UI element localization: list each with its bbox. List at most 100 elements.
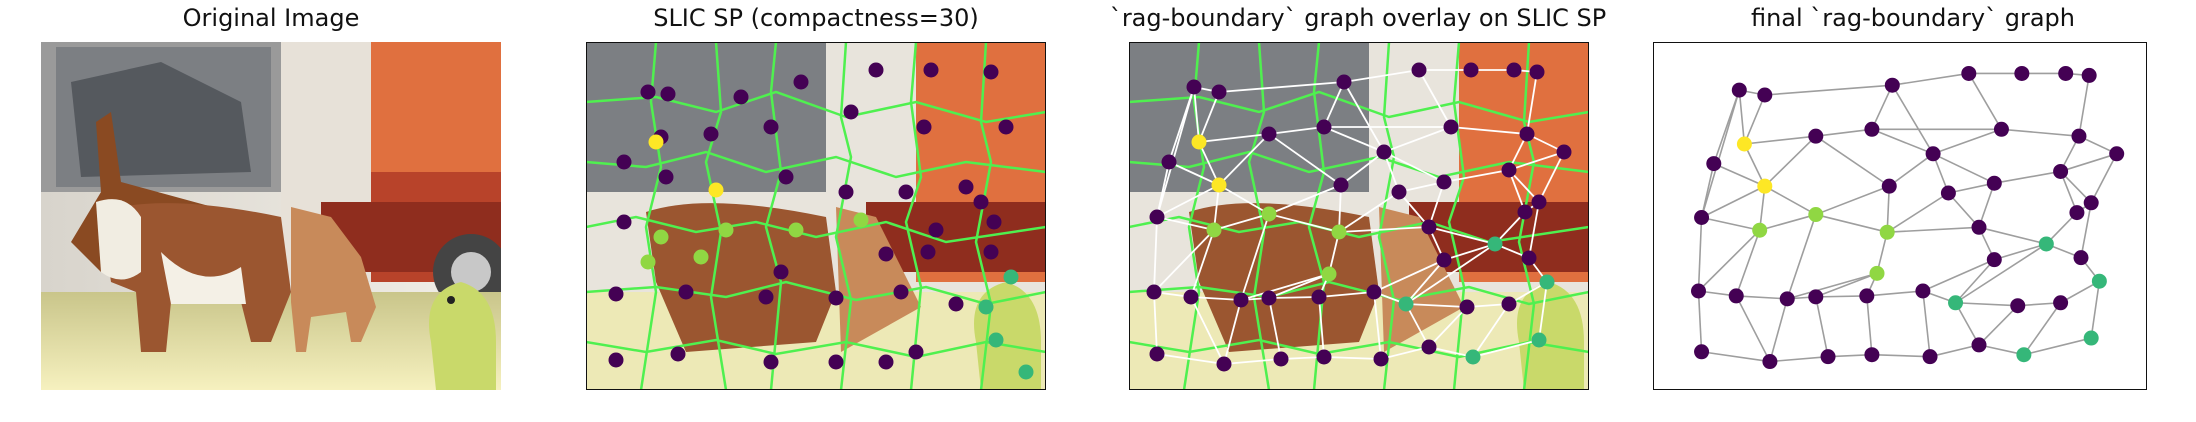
overlay-graph-node	[1443, 119, 1459, 135]
overlay-graph-nodes	[1146, 62, 1572, 372]
overlay-graph-edge	[1538, 281, 1548, 341]
final-graph-edge	[2060, 153, 2117, 173]
final-graph-edge	[1948, 182, 1995, 194]
superpixel-centroid	[773, 264, 789, 280]
overlay-graph-edge	[1528, 201, 1540, 259]
overlay-panel-frame	[1129, 42, 1589, 390]
final-graph-node	[1694, 210, 1710, 225]
overlay-graph-edge	[1213, 184, 1220, 231]
final-graph-node	[1808, 128, 1824, 144]
final-graph-node	[1971, 337, 1987, 353]
final-graph-node	[1808, 207, 1824, 223]
overlay-graph-edge	[1153, 291, 1158, 355]
overlay-graph-edge	[1168, 161, 1220, 186]
overlay-graph-edge	[1323, 126, 1385, 153]
final-graph-node	[1762, 354, 1778, 370]
overlay-graph-edge	[1268, 133, 1342, 186]
final-graph-node	[1971, 219, 1987, 235]
final-graph-edge	[1815, 295, 1867, 298]
final-graph-edge	[1738, 90, 1746, 145]
final-graph-edge	[1922, 290, 1931, 357]
overlay-graph-edge	[1398, 181, 1445, 193]
overlay-graph-edge	[1198, 91, 1220, 143]
superpixel-centroid	[853, 212, 869, 228]
final-graph-node	[1779, 291, 1795, 307]
overlay-graph-node	[1459, 299, 1475, 315]
final-graph-node	[2083, 195, 2099, 211]
superpixel-centroid	[648, 134, 664, 150]
overlay-graph-node	[1273, 351, 1289, 367]
overlay-graph-edge	[1156, 86, 1195, 218]
superpixel-centroid	[660, 86, 676, 102]
overlay-graph-node	[1331, 224, 1347, 240]
final-graph-edge	[1886, 192, 1949, 233]
final-graph-edge	[1815, 128, 1872, 137]
final-graph-edge	[1954, 302, 1980, 346]
overlay-graph-node	[1211, 84, 1227, 100]
superpixel-centroid	[1018, 364, 1034, 380]
overlay-graph-node	[1186, 79, 1202, 95]
title-original-image: Original Image	[182, 4, 360, 32]
overlay-graph-node	[1261, 126, 1277, 142]
final-graph-edge	[1922, 258, 1995, 292]
final-graph-node	[1757, 87, 1773, 103]
overlay-graph-node	[1373, 351, 1389, 367]
superpixel-centroid	[916, 119, 932, 135]
overlay-graph-edge	[1240, 213, 1270, 301]
final-graph-edge	[1871, 353, 1931, 358]
superpixel-centroid	[893, 284, 909, 300]
superpixel-centroid	[1003, 269, 1019, 285]
overlay-graph-node	[1411, 62, 1427, 78]
final-graph-edge	[1871, 84, 1894, 130]
final-graph-edge	[1815, 213, 1888, 233]
final-graph-edge	[1978, 226, 2047, 245]
slic-superpixel-image	[586, 42, 1046, 390]
overlay-graph-edge	[1383, 151, 1445, 183]
overlay-graph-node	[1465, 349, 1481, 365]
superpixel-centroid	[983, 64, 999, 80]
final-graph-edge	[1786, 214, 1817, 300]
superpixel-centroid	[670, 346, 686, 362]
final-graph-edge	[1769, 298, 1789, 362]
superpixel-centroid	[718, 222, 734, 238]
overlay-graph-edge	[1153, 216, 1158, 293]
superpixel-centroid	[878, 246, 894, 262]
final-graph-edge	[2080, 202, 2092, 258]
overlay-graph-edge	[1190, 229, 1215, 298]
superpixel-centroid	[986, 214, 1002, 230]
superpixel-centroid	[616, 154, 632, 170]
final-graph-node	[2016, 347, 2032, 363]
overlay-graph-node	[1529, 64, 1545, 80]
superpixel-centroid	[828, 290, 844, 306]
superpixel-boundaries	[586, 42, 1046, 390]
superpixel-centroid	[988, 332, 1004, 348]
overlay-graph-node	[1206, 222, 1222, 238]
final-graph-edge	[1697, 290, 1703, 352]
final-graph-node	[2053, 163, 2069, 179]
final-graph-node	[1757, 178, 1773, 194]
overlay-graph-node	[1556, 144, 1572, 160]
final-graph-edge	[1743, 143, 1766, 187]
overlay-graph-edge	[1318, 296, 1325, 358]
final-graph-edge	[1744, 135, 1816, 145]
original-image	[41, 42, 501, 390]
overlay-graph-node	[1501, 296, 1517, 312]
overlay-graph-edge	[1338, 191, 1400, 233]
final-graph-node	[1820, 349, 1836, 365]
final-graph-edge	[1866, 290, 1923, 297]
final-graph-node	[1694, 344, 1710, 360]
final-graph-node	[1864, 347, 1880, 363]
overlay-graph-edge	[1323, 356, 1382, 360]
final-graph-edge	[1978, 182, 1996, 228]
final-graph-node	[1881, 178, 1897, 194]
final-graph-node	[1986, 252, 2002, 268]
overlay-graph-edge	[1318, 291, 1375, 298]
superpixel-centroid	[920, 244, 936, 260]
final-graph-edge	[1815, 135, 1890, 187]
final-graph-node	[1922, 349, 1938, 365]
superpixel-centroid	[658, 169, 674, 185]
overlay-graph-edge	[1428, 226, 1496, 245]
final-graph-node	[1915, 283, 1931, 299]
overlay-graph-node	[1521, 250, 1537, 266]
overlay-graph-node	[1321, 266, 1337, 282]
